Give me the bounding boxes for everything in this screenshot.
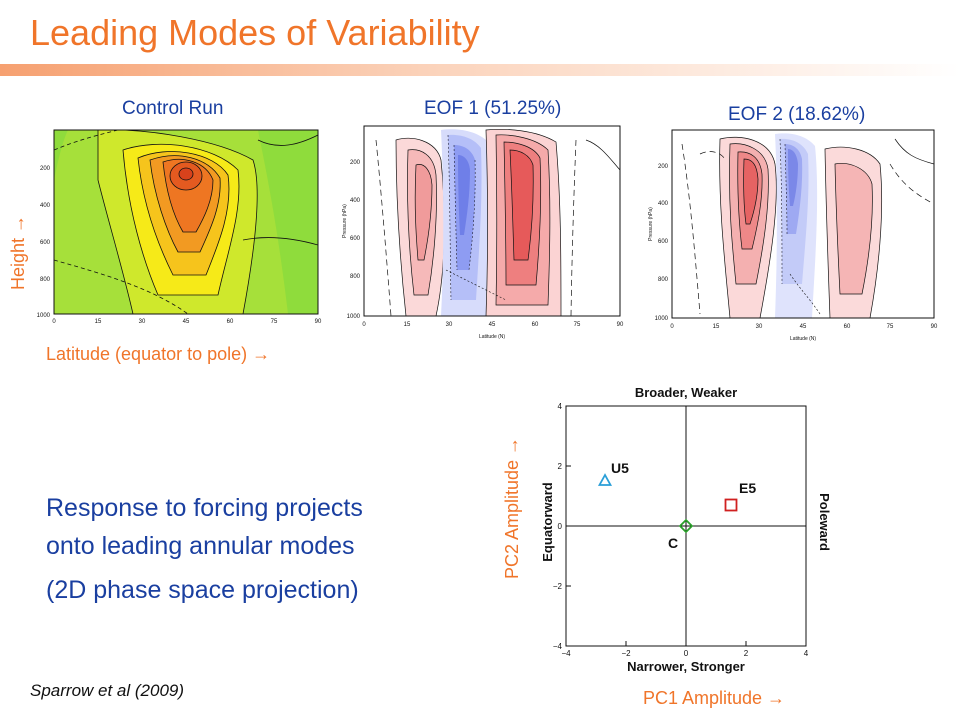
x-tick-label: 75 [887, 324, 894, 330]
y-tick-label: 200 [658, 164, 669, 170]
x-tick-label: 0 [362, 322, 366, 328]
x-tick-label: 45 [800, 324, 807, 330]
y-tick-label: 4 [558, 402, 563, 411]
x-tick-label: 15 [95, 319, 102, 325]
body-line-2: onto leading annular modes [46, 532, 355, 560]
point-e5-marker [724, 498, 738, 512]
citation: Sparrow et al (2009) [30, 681, 185, 700]
control-run-panel: 0 15 30 45 60 75 90 200 400 600 800 1000 [28, 120, 328, 341]
y-tick-label: 200 [350, 160, 361, 166]
x-tick-label: 60 [227, 319, 234, 325]
x-tick-label: 30 [139, 319, 146, 325]
eof2-panel: 0 15 30 45 60 75 90 200 400 600 800 1000… [640, 124, 940, 351]
y-tick-label: 0 [558, 522, 563, 531]
eof1-panel: 0 15 30 45 60 75 90 200 400 600 800 1000… [336, 120, 628, 351]
point-c-marker [678, 518, 694, 534]
x-tick-label: 4 [804, 649, 809, 658]
x-tick-label: 15 [713, 324, 720, 330]
x-tick-label: −2 [621, 649, 631, 658]
eof2-title: EOF 2 (18.62%) [728, 104, 866, 125]
y-tick-label: 800 [658, 277, 669, 283]
left-label: Equatorward [540, 482, 555, 562]
x-axis-label: PC1 Amplitude → [643, 688, 785, 708]
y-tick-label: 600 [40, 240, 51, 246]
y-tick-label: 1000 [655, 316, 669, 322]
x-tick-label: −4 [561, 649, 571, 658]
y-tick-label: 400 [658, 201, 669, 207]
y-tick-label: 200 [40, 166, 51, 172]
x-tick-label: 2 [744, 649, 749, 658]
x-tick-label: 30 [446, 322, 453, 328]
point-u5-label: U5 [611, 460, 629, 476]
y-tick-label: 400 [350, 198, 361, 204]
x-tick-label: 90 [931, 324, 938, 330]
y-axis-label: PC2 Amplitude → [502, 437, 522, 579]
right-label: Poleward [817, 493, 832, 551]
control-run-title: Control Run [122, 98, 224, 119]
x-tick-label: 45 [183, 319, 190, 325]
body-line-1: Response to forcing projects [46, 494, 363, 522]
height-label: Height → [8, 214, 28, 290]
y-tick-label: 600 [350, 236, 361, 242]
y-tick-label: 400 [40, 203, 51, 209]
x-tick-label: 15 [404, 322, 411, 328]
x-tick-label: 0 [684, 649, 689, 658]
top-label: Broader, Weaker [635, 385, 737, 400]
small-y-axis-label: Pressure (hPa) [648, 207, 654, 241]
bottom-label: Narrower, Stronger [627, 659, 745, 674]
x-tick-label: 75 [574, 322, 581, 328]
y-tick-label: −4 [553, 642, 563, 651]
small-x-axis-label: Latitude (N) [790, 336, 816, 342]
eof1-title: EOF 1 (51.25%) [424, 98, 562, 119]
x-tick-label: 45 [489, 322, 496, 328]
point-u5-marker [597, 473, 613, 486]
x-tick-label: 75 [271, 319, 278, 325]
latitude-label: Latitude (equator to pole) → [46, 344, 271, 364]
x-tick-label: 90 [617, 322, 624, 328]
y-tick-label: 600 [658, 239, 669, 245]
x-tick-label: 60 [532, 322, 539, 328]
body-line-3: (2D phase space projection) [46, 576, 359, 604]
title-underline-bar [0, 64, 960, 76]
y-tick-label: 1000 [37, 313, 51, 319]
y-tick-label: 800 [350, 274, 361, 280]
x-tick-label: 0 [670, 324, 674, 330]
small-y-axis-label: Pressure (hPa) [342, 204, 348, 238]
x-tick-label: 60 [844, 324, 851, 330]
phase-space-chart: −4 −2 0 2 4 −4 −2 0 2 4 U5 E5 C Broader, Weaker Nar… [500, 380, 840, 710]
small-x-axis-label: Latitude (N) [479, 334, 505, 340]
y-tick-label: 800 [40, 277, 51, 283]
y-tick-label: −2 [553, 582, 563, 591]
y-tick-label: 2 [558, 462, 563, 471]
y-tick-label: 1000 [347, 314, 361, 320]
point-e5-label: E5 [739, 480, 756, 496]
point-c-label: C [668, 535, 678, 551]
x-tick-label: 0 [52, 319, 56, 325]
x-tick-label: 30 [756, 324, 763, 330]
x-tick-label: 90 [315, 319, 322, 325]
slide-title: Leading Modes of Variability [30, 12, 480, 53]
